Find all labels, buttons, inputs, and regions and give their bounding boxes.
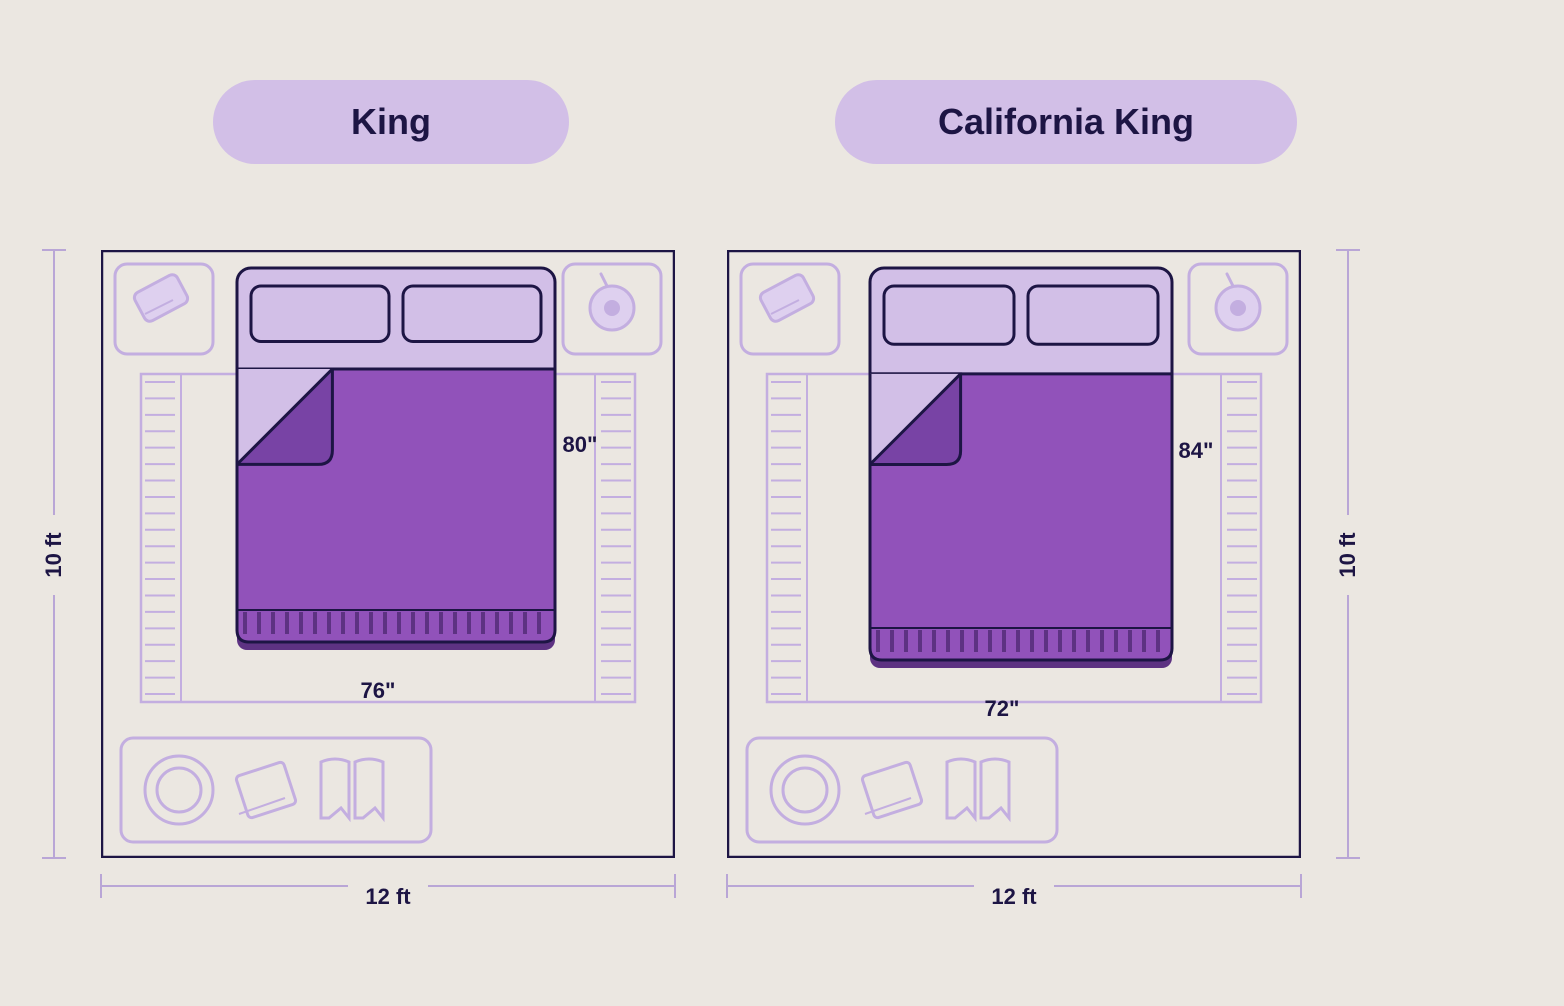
king-room-width-label: 12 ft bbox=[348, 884, 428, 910]
california-king-bed-height-label: 84" bbox=[1166, 438, 1226, 464]
california-king-room-diagram bbox=[727, 250, 1301, 858]
king-bed-width-label: 76" bbox=[348, 678, 408, 704]
california-king-title-pill: California King bbox=[835, 80, 1297, 164]
king-title-text: King bbox=[351, 101, 431, 143]
king-bed-height-label: 80" bbox=[550, 432, 610, 458]
california-king-room-height-label: 10 ft bbox=[1335, 515, 1361, 595]
king-room-height-label: 10 ft bbox=[41, 515, 67, 595]
king-title-pill: King bbox=[213, 80, 569, 164]
california-king-bed bbox=[870, 268, 1172, 668]
california-king-title-text: California King bbox=[938, 101, 1194, 143]
california-king-bed-width-label: 72" bbox=[972, 696, 1032, 722]
king-bed bbox=[237, 268, 555, 650]
king-room-diagram bbox=[101, 250, 675, 858]
california-king-room-width-label: 12 ft bbox=[974, 884, 1054, 910]
